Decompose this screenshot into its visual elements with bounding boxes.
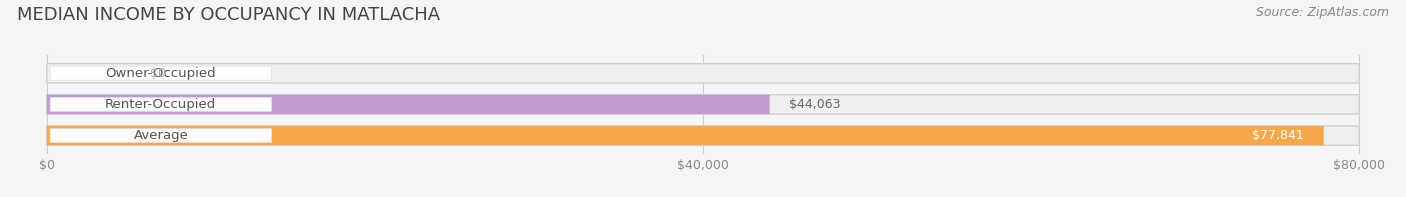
FancyBboxPatch shape (46, 126, 1323, 145)
Text: $77,841: $77,841 (1253, 129, 1303, 142)
Text: Average: Average (134, 129, 188, 142)
Text: Source: ZipAtlas.com: Source: ZipAtlas.com (1256, 6, 1389, 19)
Text: Owner-Occupied: Owner-Occupied (105, 67, 217, 80)
FancyBboxPatch shape (46, 126, 1360, 145)
FancyBboxPatch shape (51, 66, 271, 80)
FancyBboxPatch shape (46, 64, 1360, 83)
FancyBboxPatch shape (51, 129, 271, 143)
FancyBboxPatch shape (46, 95, 769, 114)
Text: Renter-Occupied: Renter-Occupied (105, 98, 217, 111)
FancyBboxPatch shape (46, 95, 1360, 114)
Text: $0: $0 (150, 67, 166, 80)
FancyBboxPatch shape (51, 98, 271, 111)
Text: $44,063: $44,063 (789, 98, 841, 111)
Text: MEDIAN INCOME BY OCCUPANCY IN MATLACHA: MEDIAN INCOME BY OCCUPANCY IN MATLACHA (17, 6, 440, 24)
